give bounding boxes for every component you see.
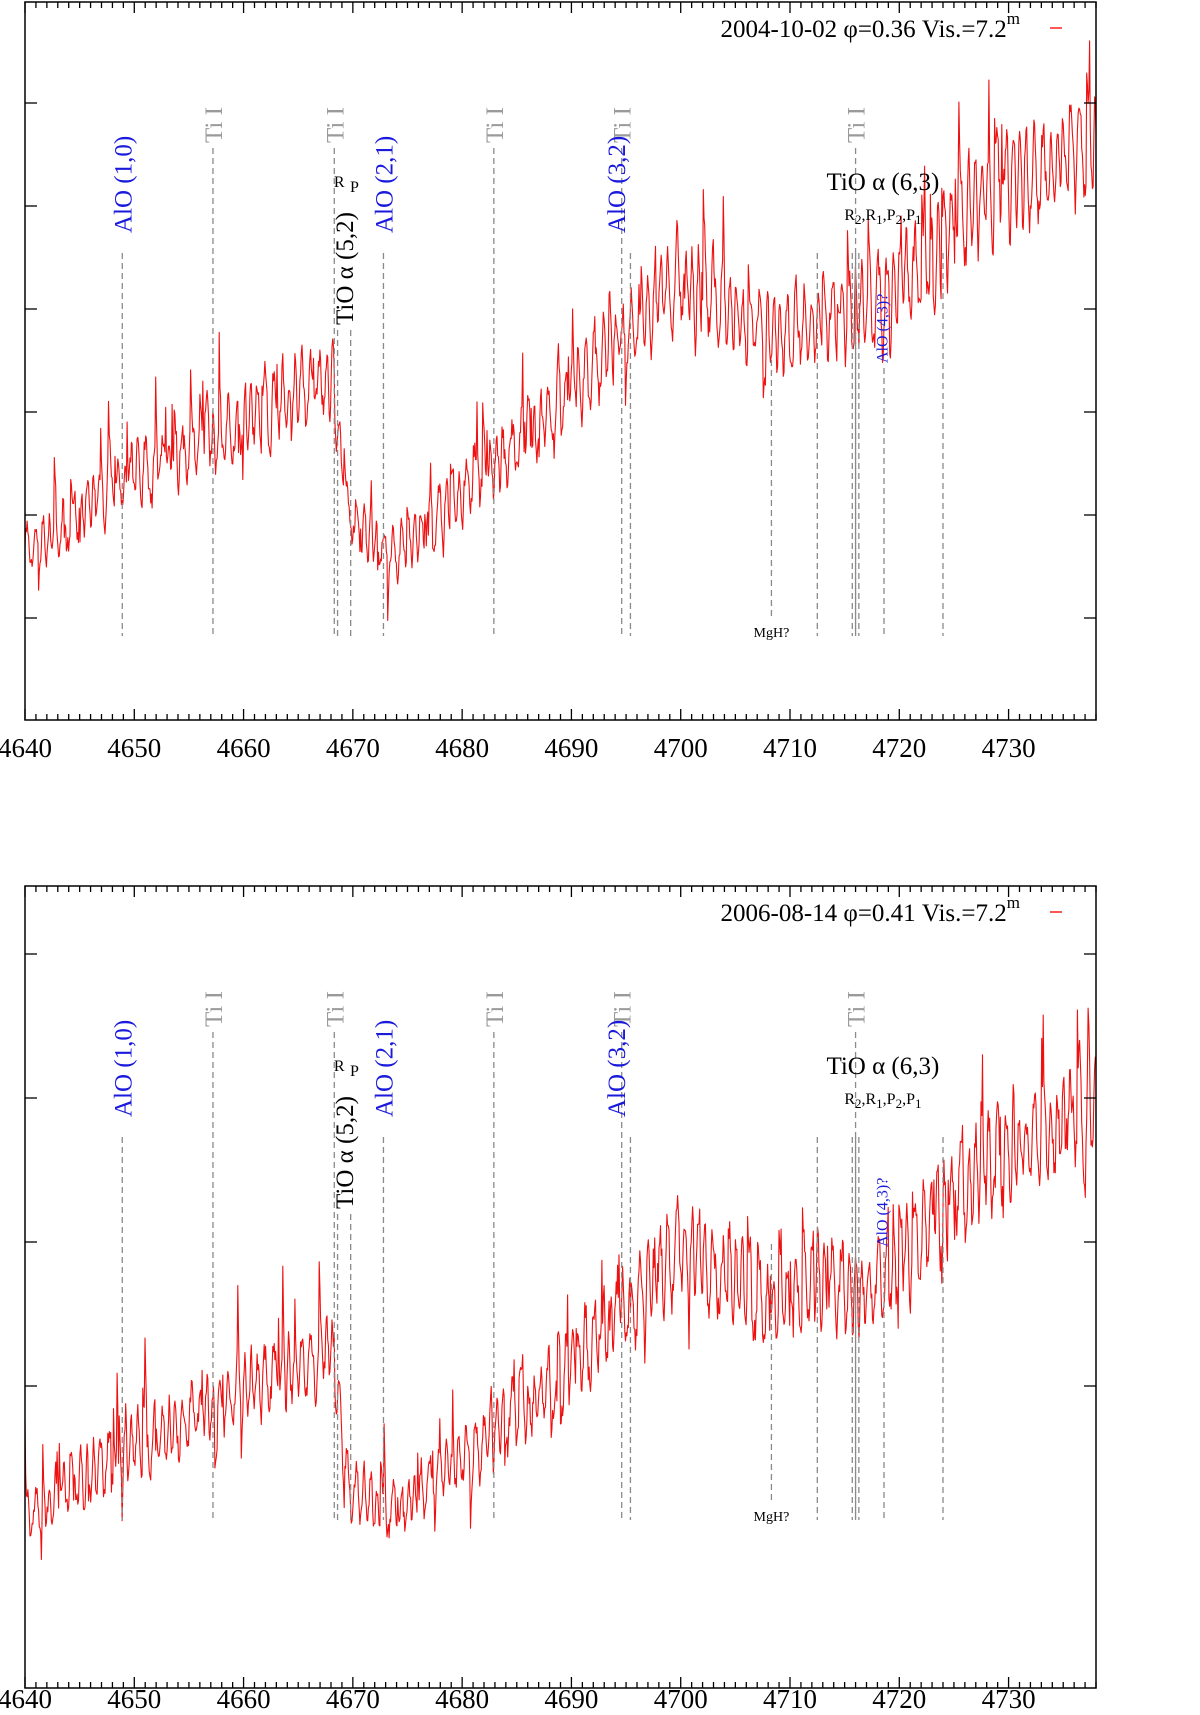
branch-letter: , — [902, 1091, 906, 1108]
tio-5-2-branch-P: P — [350, 1063, 359, 1080]
tio-6-3-label: TiO α (6,3) — [826, 169, 939, 196]
x-tick-label: 4650 — [107, 1684, 161, 1714]
tio-5-2-label: TiO α (5,2) — [332, 1096, 359, 1209]
branch-letter: , — [883, 207, 887, 224]
tio-6-3-label: TiO α (6,3) — [826, 1053, 939, 1080]
ti-label: Ti I — [610, 991, 637, 1027]
legend-superscript: m — [1007, 893, 1020, 912]
plot-frame — [24, 1, 1097, 721]
alo-3-2-label: AlO (3,2) — [604, 136, 631, 233]
alo-1-0-label: AlO (1,0) — [110, 136, 137, 233]
tio-5-2-branch-R: R — [334, 174, 345, 191]
ti-label: Ti I — [610, 107, 637, 143]
x-tick-label: 4710 — [763, 1684, 817, 1714]
ti-label: Ti I — [322, 107, 349, 143]
tio-6-3-branches: R2,R1,P2,P1 — [844, 1091, 921, 1111]
plot-frame — [24, 885, 1097, 1689]
x-tick-label: 4670 — [326, 733, 380, 763]
branch-letter: P — [887, 207, 896, 224]
ti-label: Ti I — [201, 107, 228, 143]
x-tick-label: 4720 — [872, 1684, 926, 1714]
x-tick-label: 4640 — [0, 733, 52, 763]
x-tick-label: 4660 — [217, 733, 271, 763]
branch-letter: , — [902, 207, 906, 224]
legend-label: 2006-08-14 φ=0.41 Vis.=7.2m — [721, 893, 1021, 927]
branch-subscript: 2 — [896, 1096, 903, 1111]
branch-letter: , — [861, 207, 865, 224]
ti-label: Ti I — [322, 991, 349, 1027]
x-tick-label: 4680 — [435, 733, 489, 763]
alo-3-2-label: AlO (3,2) — [604, 1020, 631, 1117]
branch-subscript: 2 — [855, 212, 862, 227]
x-tick-label: 4700 — [654, 1684, 708, 1714]
alo-4-3-label: AlO (4,3)? — [875, 294, 892, 363]
ti-label: Ti I — [482, 107, 509, 143]
x-tick-label: 4700 — [654, 733, 708, 763]
branch-letter: , — [861, 1091, 865, 1108]
ti-label: Ti I — [844, 107, 871, 143]
branch-subscript: 2 — [896, 212, 903, 227]
branch-letter: R — [865, 1091, 876, 1108]
tio-5-2-branch-R: R — [334, 1058, 345, 1075]
branch-subscript: 1 — [876, 212, 883, 227]
x-tick-label: 4730 — [982, 1684, 1036, 1714]
spectrum-line — [24, 1007, 1097, 1561]
x-tick-label: 4730 — [982, 733, 1036, 763]
branch-subscript: 1 — [876, 1096, 883, 1111]
tio-5-2-label: TiO α (5,2) — [332, 212, 359, 325]
tio-5-2-branch-P: P — [350, 179, 359, 196]
branch-letter: , — [883, 1091, 887, 1108]
x-tick-label: 4690 — [544, 733, 598, 763]
spectrum-panel-top: 4640 4650 4660 4670 4680 4690 4700 4710 4720 4730… — [0, 1, 1097, 763]
branch-letter: R — [844, 1091, 855, 1108]
x-tick-label: 4720 — [872, 733, 926, 763]
alo-1-0-label: AlO (1,0) — [110, 1020, 137, 1117]
branch-letter: R — [865, 207, 876, 224]
mgh-label: MgH? — [754, 1510, 790, 1525]
legend-date-phase: 2006-08-14 φ=0.41 Vis.=7.2 — [721, 900, 1007, 927]
branch-subscript: 1 — [915, 1096, 922, 1111]
x-tick-label: 4710 — [763, 733, 817, 763]
ti-label: Ti I — [482, 991, 509, 1027]
mgh-label: MgH? — [754, 626, 790, 641]
branch-subscript: 2 — [855, 1096, 862, 1111]
tio-6-3-branches: R2,R1,P2,P1 — [844, 207, 921, 227]
legend-superscript: m — [1007, 9, 1020, 28]
legend-date-phase: 2004-10-02 φ=0.36 Vis.=7.2 — [721, 16, 1007, 43]
branch-letter: P — [887, 1091, 896, 1108]
x-tick-label: 4650 — [107, 733, 161, 763]
legend-label: 2004-10-02 φ=0.36 Vis.=7.2m — [721, 9, 1021, 43]
alo-4-3-label: AlO (4,3)? — [875, 1178, 892, 1247]
ti-label: Ti I — [844, 991, 871, 1027]
branch-subscript: 1 — [915, 212, 922, 227]
spectrum-line — [24, 40, 1097, 622]
ti-label: Ti I — [201, 991, 228, 1027]
x-tick-label: 4690 — [544, 1684, 598, 1714]
x-tick-label: 4670 — [326, 1684, 380, 1714]
branch-letter: P — [906, 207, 915, 224]
x-tick-label: 4680 — [435, 1684, 489, 1714]
branch-letter: R — [844, 207, 855, 224]
branch-letter: P — [906, 1091, 915, 1108]
alo-2-1-label: AlO (2,1) — [371, 136, 398, 233]
spectrum-panel-bottom: 4640 4650 4660 4670 4680 4690 4700 4710 4720 4730… — [0, 885, 1097, 1714]
x-tick-label: 4640 — [0, 1684, 52, 1714]
alo-2-1-label: AlO (2,1) — [371, 1020, 398, 1117]
x-tick-label: 4660 — [217, 1684, 271, 1714]
